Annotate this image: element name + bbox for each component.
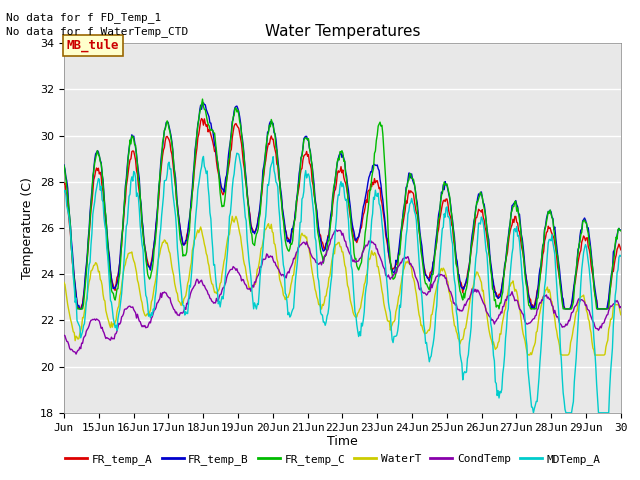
X-axis label: Time: Time [327,435,358,448]
Text: No data for f FD_Temp_1: No data for f FD_Temp_1 [6,12,162,23]
Title: Water Temperatures: Water Temperatures [265,24,420,39]
Text: MB_tule: MB_tule [67,39,119,52]
Legend: FR_temp_A, FR_temp_B, FR_temp_C, WaterT, CondTemp, MDTemp_A: FR_temp_A, FR_temp_B, FR_temp_C, WaterT,… [61,450,605,469]
Y-axis label: Temperature (C): Temperature (C) [22,177,35,279]
Text: No data for f WaterTemp_CTD: No data for f WaterTemp_CTD [6,26,189,37]
